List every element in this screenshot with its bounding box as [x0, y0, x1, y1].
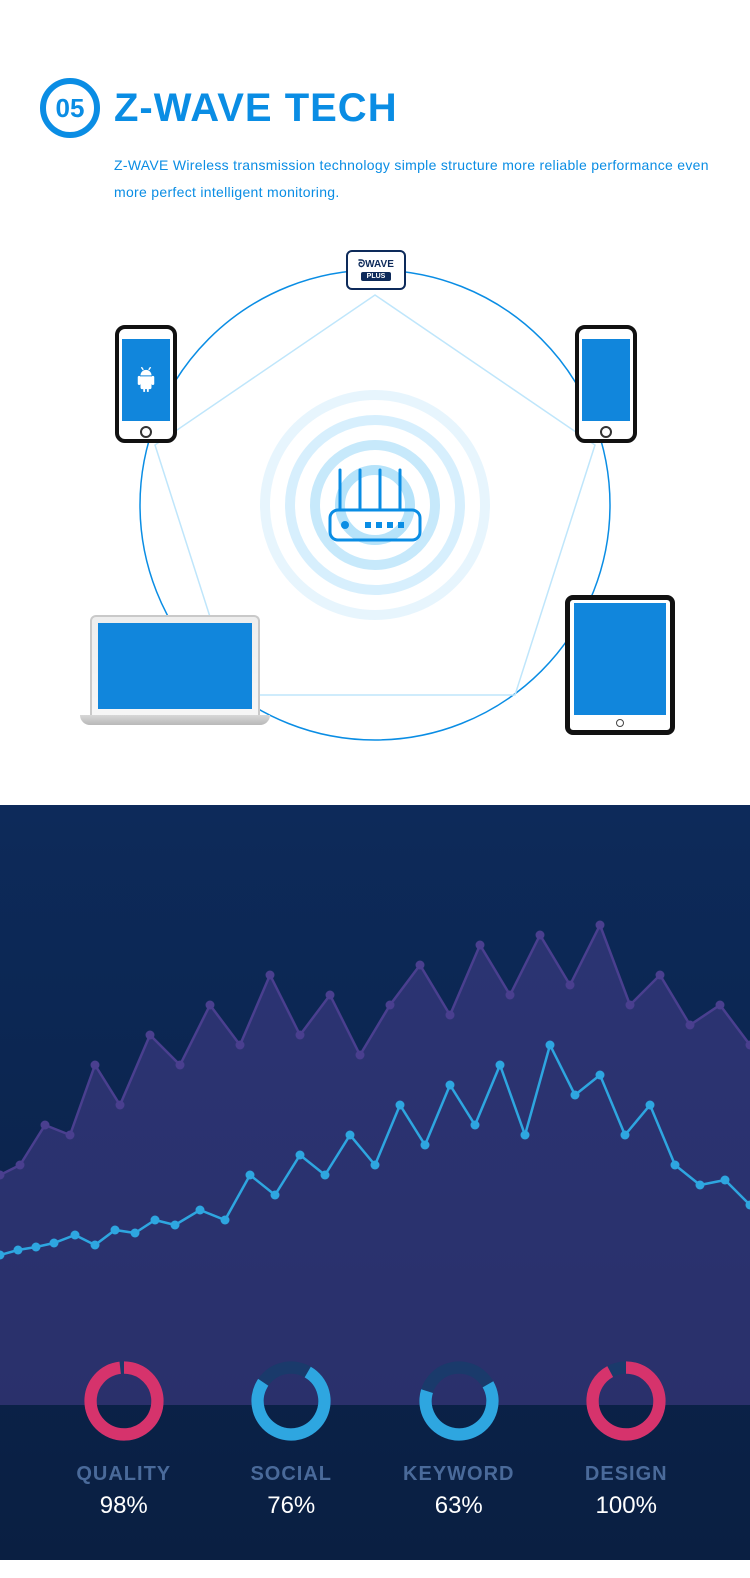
network-diagram: ᘐWAVE PLUS	[0, 235, 750, 775]
ring-chart-social	[247, 1357, 335, 1445]
laptop-base	[80, 715, 270, 725]
ring-chart-keyword	[415, 1357, 503, 1445]
metric-quality: QUALITY 98%	[49, 1357, 199, 1520]
metric-keyword: KEYWORD 63%	[384, 1357, 534, 1520]
metric-social: SOCIAL 76%	[216, 1357, 366, 1520]
laptop-screen	[98, 623, 252, 709]
phone-screen	[582, 339, 630, 421]
metrics-row: QUALITY 98% SOCIAL 76% KEYWORD 63% DESIG…	[0, 1357, 750, 1520]
metric-label: KEYWORD	[403, 1463, 514, 1486]
phone-home-button	[600, 426, 612, 438]
metric-value: 76%	[267, 1492, 315, 1520]
analytics-panel: QUALITY 98% SOCIAL 76% KEYWORD 63% DESIG…	[0, 805, 750, 1560]
metric-value: 63%	[435, 1492, 483, 1520]
tablet-home-button	[616, 719, 624, 727]
metric-design: DESIGN 100%	[551, 1357, 701, 1520]
tablet-screen	[574, 603, 666, 715]
ring-chart-quality	[80, 1357, 168, 1445]
section-title: Z-WAVE TECH	[114, 86, 398, 131]
metric-label: QUALITY	[76, 1463, 171, 1486]
zwave-badge-line2: PLUS	[361, 272, 392, 281]
header-section: 05 Z-WAVE TECH Z-WAVE Wireless transmiss…	[0, 0, 750, 205]
section-subtitle: Z-WAVE Wireless transmission technology …	[114, 152, 710, 205]
ring-chart-design	[582, 1357, 670, 1445]
zwave-badge-line1: ᘐWAVE	[358, 260, 394, 270]
phone-home-button	[140, 426, 152, 438]
section-number-badge: 05	[40, 78, 100, 138]
metric-label: SOCIAL	[250, 1463, 332, 1486]
iphone-icon	[575, 325, 637, 443]
header-top: 05 Z-WAVE TECH	[40, 78, 710, 138]
metric-label: DESIGN	[585, 1463, 668, 1486]
android-icon	[135, 367, 157, 393]
tablet-icon	[565, 595, 675, 735]
laptop-icon	[90, 615, 260, 725]
zwave-plus-badge: ᘐWAVE PLUS	[346, 250, 406, 290]
android-phone-icon	[115, 325, 177, 443]
metric-value: 100%	[596, 1492, 657, 1520]
phone-screen	[122, 339, 170, 421]
metric-value: 98%	[100, 1492, 148, 1520]
